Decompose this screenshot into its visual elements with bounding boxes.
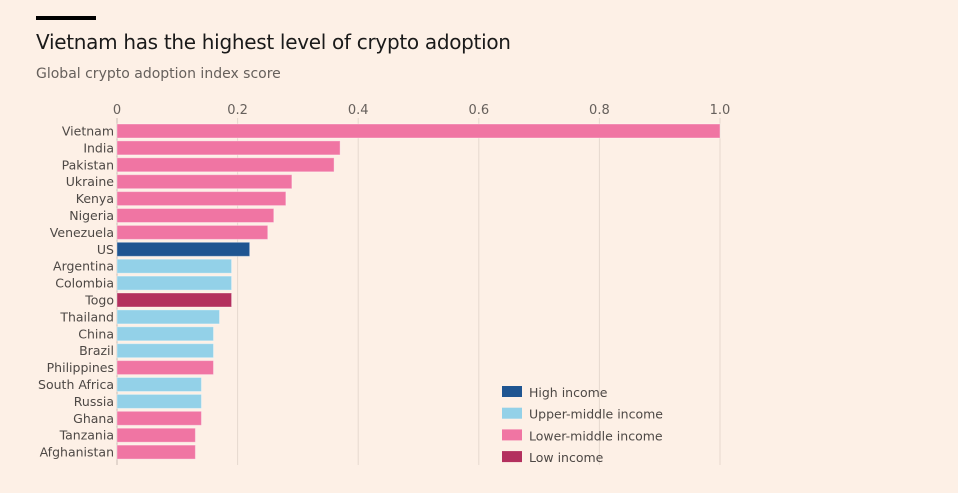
- bar-colombia: [116, 275, 233, 291]
- category-label: Venezuela: [50, 225, 114, 240]
- category-label: Afghanistan: [40, 445, 114, 460]
- category-label: China: [78, 326, 114, 341]
- bar-afghanistan: [116, 444, 196, 460]
- legend-label-low: Low income: [529, 450, 604, 465]
- bar-ukraine: [116, 174, 293, 190]
- category-label: Colombia: [55, 276, 114, 291]
- category-label: India: [83, 140, 114, 155]
- legend-label-high: High income: [529, 385, 608, 400]
- bar-pakistan: [116, 157, 335, 173]
- x-tick-label: 0.8: [589, 103, 610, 118]
- x-tick-label: 0.2: [227, 103, 248, 118]
- chart-subtitle: Global crypto adoption index score: [36, 66, 281, 82]
- header-rule: [36, 16, 96, 20]
- category-label: Togo: [84, 293, 114, 308]
- bar-philippines: [116, 360, 214, 376]
- x-tick-label: 0.6: [468, 103, 489, 118]
- bar-togo: [116, 292, 233, 308]
- bar-brazil: [116, 343, 214, 359]
- bar-vietnam: [116, 123, 721, 139]
- bar-russia: [116, 393, 202, 409]
- chart-title: Vietnam has the highest level of crypto …: [36, 30, 511, 54]
- category-label: South Africa: [38, 377, 114, 392]
- bar-thailand: [116, 309, 221, 325]
- bar-china: [116, 326, 214, 342]
- category-label: Brazil: [79, 343, 114, 358]
- bar-tanzania: [116, 427, 196, 443]
- category-label: Thailand: [59, 309, 114, 324]
- bar-nigeria: [116, 208, 275, 223]
- legend-label-upper: Upper-middle income: [529, 407, 663, 422]
- bar-ghana: [116, 410, 202, 426]
- category-label: Ghana: [73, 411, 114, 426]
- x-tick-label: 0.4: [348, 103, 369, 118]
- category-label: Vietnam: [62, 124, 114, 139]
- bar-india: [116, 140, 341, 156]
- category-label: Russia: [74, 394, 114, 409]
- category-label: Argentina: [53, 259, 114, 274]
- bar-argentina: [116, 258, 233, 274]
- x-tick-label: 0: [113, 103, 121, 118]
- bar-us: [116, 241, 251, 257]
- category-label: US: [97, 242, 114, 257]
- bar-south-africa: [116, 377, 202, 392]
- bar-kenya: [116, 191, 287, 207]
- legend-swatch-lower: [502, 429, 522, 441]
- legend-label-lower: Lower-middle income: [529, 428, 663, 443]
- legend-swatch-high: [502, 386, 522, 397]
- legend-swatch-upper: [502, 407, 522, 419]
- category-label: Philippines: [47, 360, 114, 375]
- x-tick-label: 1.0: [710, 103, 731, 118]
- legend-swatch-low: [502, 451, 522, 463]
- category-label: Tanzania: [59, 428, 114, 443]
- category-label: Kenya: [76, 191, 114, 206]
- category-label: Pakistan: [62, 157, 114, 172]
- bar-venezuela: [116, 224, 269, 240]
- category-label: Ukraine: [66, 174, 115, 189]
- category-label: Nigeria: [69, 208, 114, 223]
